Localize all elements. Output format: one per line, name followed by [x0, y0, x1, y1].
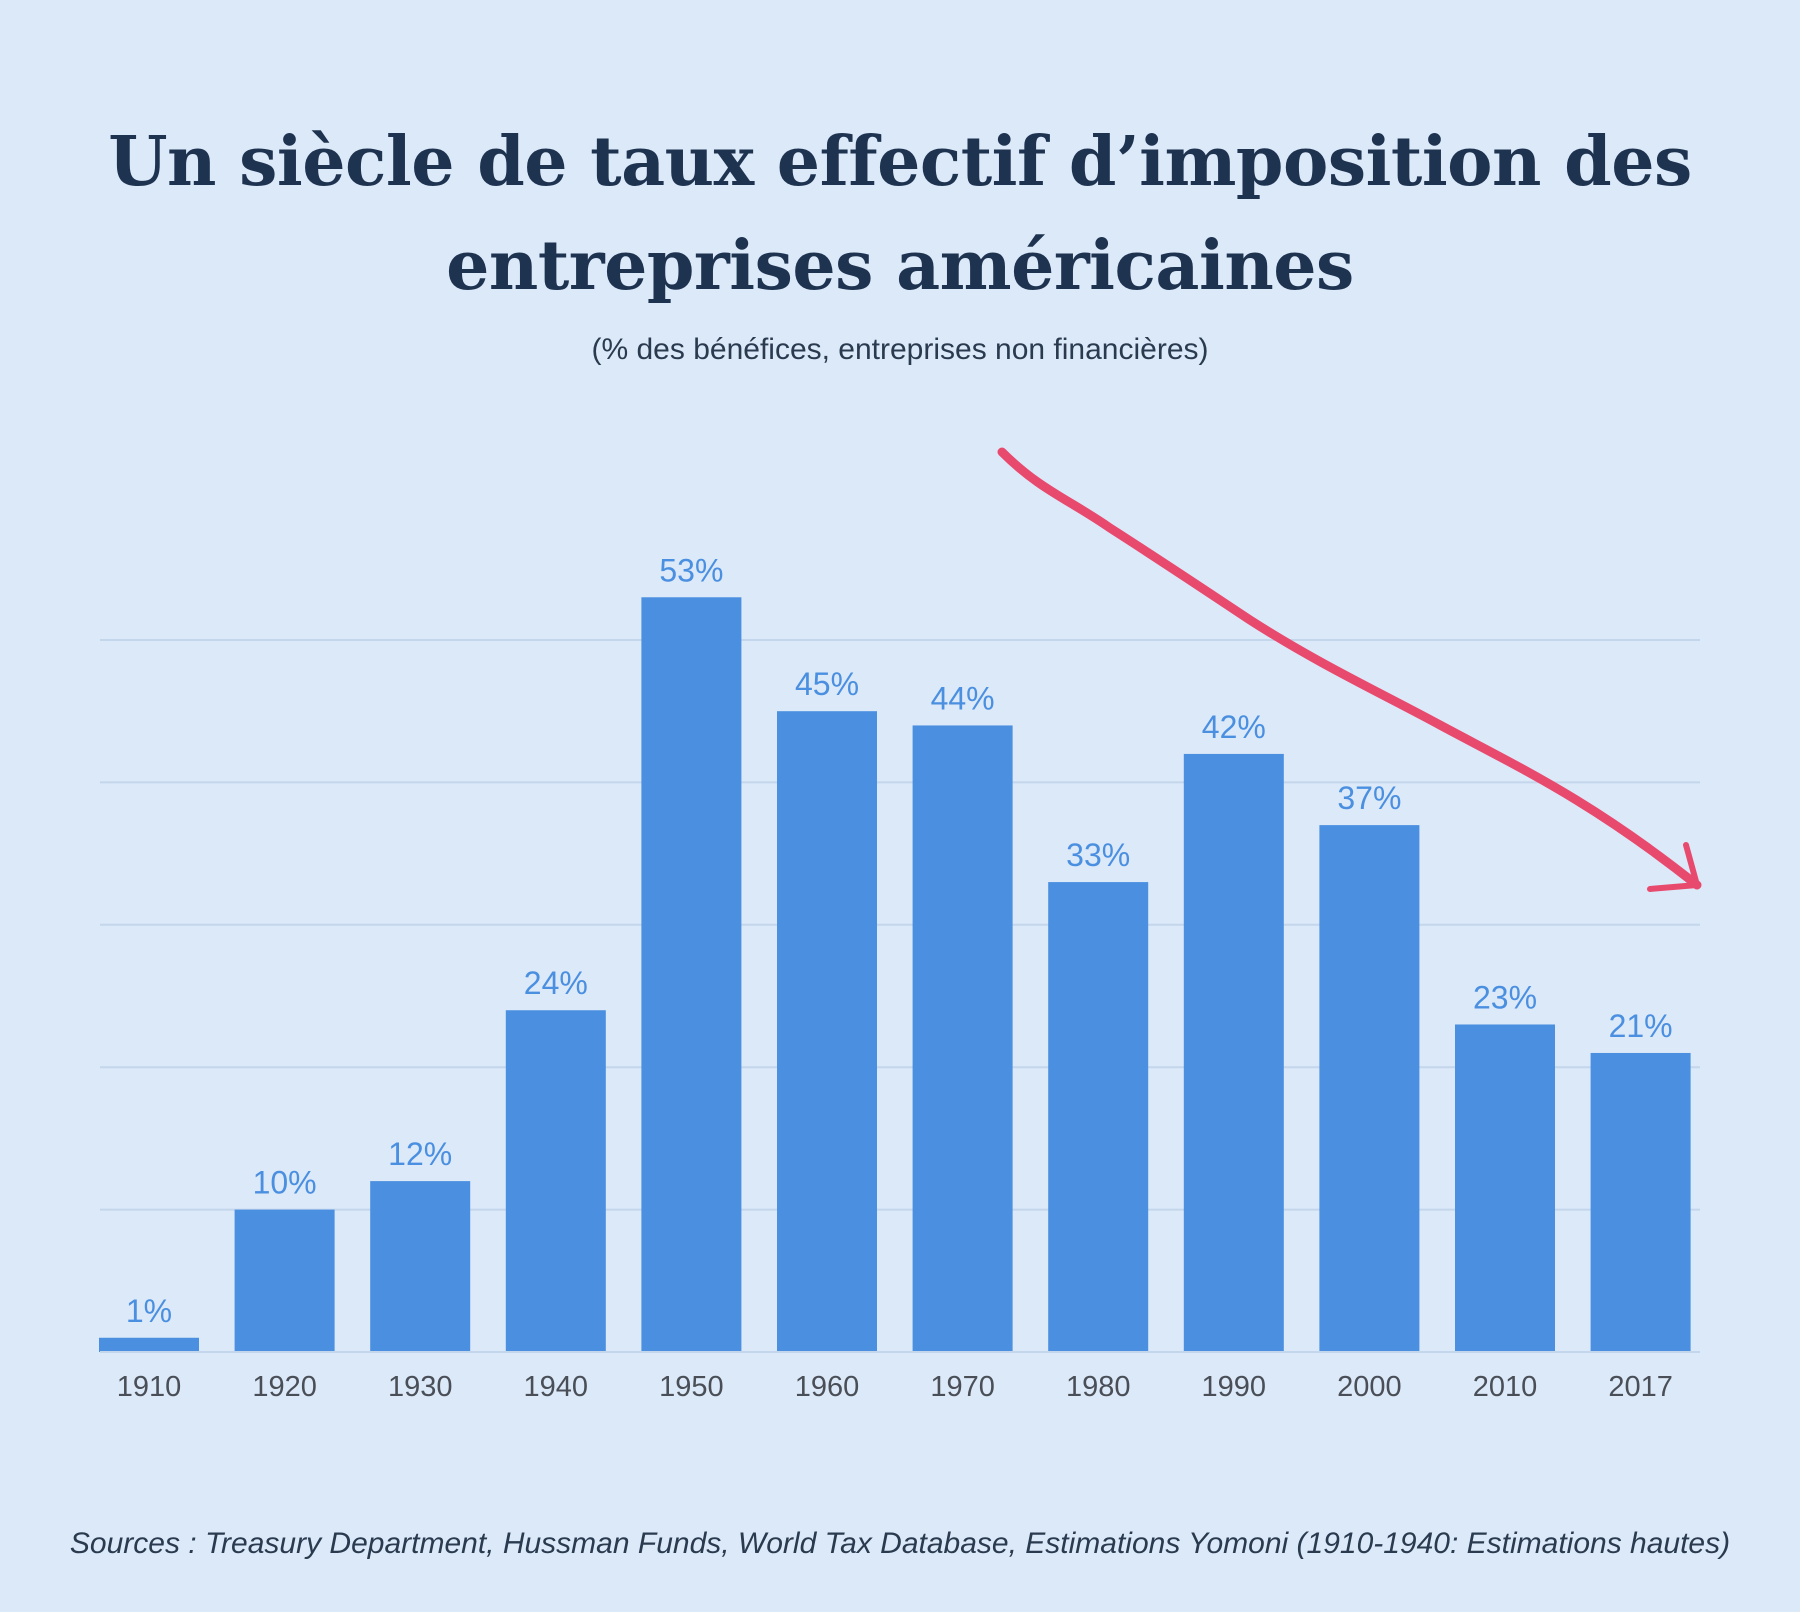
bar-1950: [641, 597, 742, 1352]
bar-1970: [912, 725, 1013, 1352]
bar-1930: [370, 1181, 471, 1352]
x-tick-1950: 1950: [659, 1371, 724, 1403]
bar-1960: [777, 711, 877, 1352]
x-tick-1960: 1960: [795, 1371, 860, 1403]
value-label-1970: 44%: [931, 680, 995, 716]
value-label-1920: 10%: [253, 1165, 317, 1201]
x-tick-1970: 1970: [930, 1371, 995, 1403]
x-tick-2017: 2017: [1608, 1371, 1673, 1403]
source-note: Sources : Treasury Department, Hussman F…: [69, 1527, 1731, 1560]
x-tick-1940: 1940: [524, 1371, 589, 1403]
x-tick-1930: 1930: [388, 1371, 453, 1403]
chart-title: Un siècle de taux effectif d’imposition …: [108, 122, 1692, 306]
x-tick-2010: 2010: [1473, 1371, 1538, 1403]
value-label-1940: 24%: [524, 965, 588, 1001]
x-tick-labels: 1910 1920 1930 1940 1950 1960 1970 1980 1990 2000…: [117, 1371, 1673, 1403]
value-label-1930: 12%: [388, 1136, 452, 1172]
value-label-1960: 45%: [795, 666, 859, 702]
bar-2017: [1590, 1052, 1691, 1352]
trend-arrow-head: [1647, 842, 1700, 892]
bar-2000: [1319, 825, 1420, 1352]
x-tick-2000: 2000: [1337, 1371, 1402, 1403]
x-tick-1920: 1920: [252, 1371, 317, 1403]
gridlines: [100, 639, 1700, 1211]
value-label-2010: 23%: [1473, 979, 1537, 1015]
value-label-1980: 33%: [1066, 837, 1130, 873]
chart-subtitle: (% des bénéfices, entreprises non financ…: [591, 333, 1209, 366]
x-tick-1990: 1990: [1202, 1371, 1267, 1403]
value-label-2017: 21%: [1609, 1008, 1673, 1044]
bar-1990: [1183, 753, 1284, 1352]
value-labels: 1% 10% 12% 24% 53% 45% 44% 33% 42% 37% 23% 21%: [126, 552, 1673, 1328]
trend-arrow: [997, 447, 1702, 892]
trend-arrow-shaft: [997, 447, 1702, 890]
value-label-1990: 42%: [1202, 709, 1266, 745]
x-tick-1910: 1910: [117, 1371, 182, 1403]
bars: [99, 597, 1691, 1352]
value-label-1910: 1%: [126, 1293, 172, 1329]
bar-1910: [99, 1337, 199, 1352]
bar-1980: [1048, 882, 1149, 1352]
value-label-1950: 53%: [659, 552, 723, 588]
value-label-2000: 37%: [1337, 780, 1401, 816]
bar-1940: [505, 1010, 606, 1352]
x-tick-1980: 1980: [1066, 1371, 1131, 1403]
bar-1920: [234, 1209, 335, 1352]
bar-2010: [1455, 1024, 1555, 1352]
